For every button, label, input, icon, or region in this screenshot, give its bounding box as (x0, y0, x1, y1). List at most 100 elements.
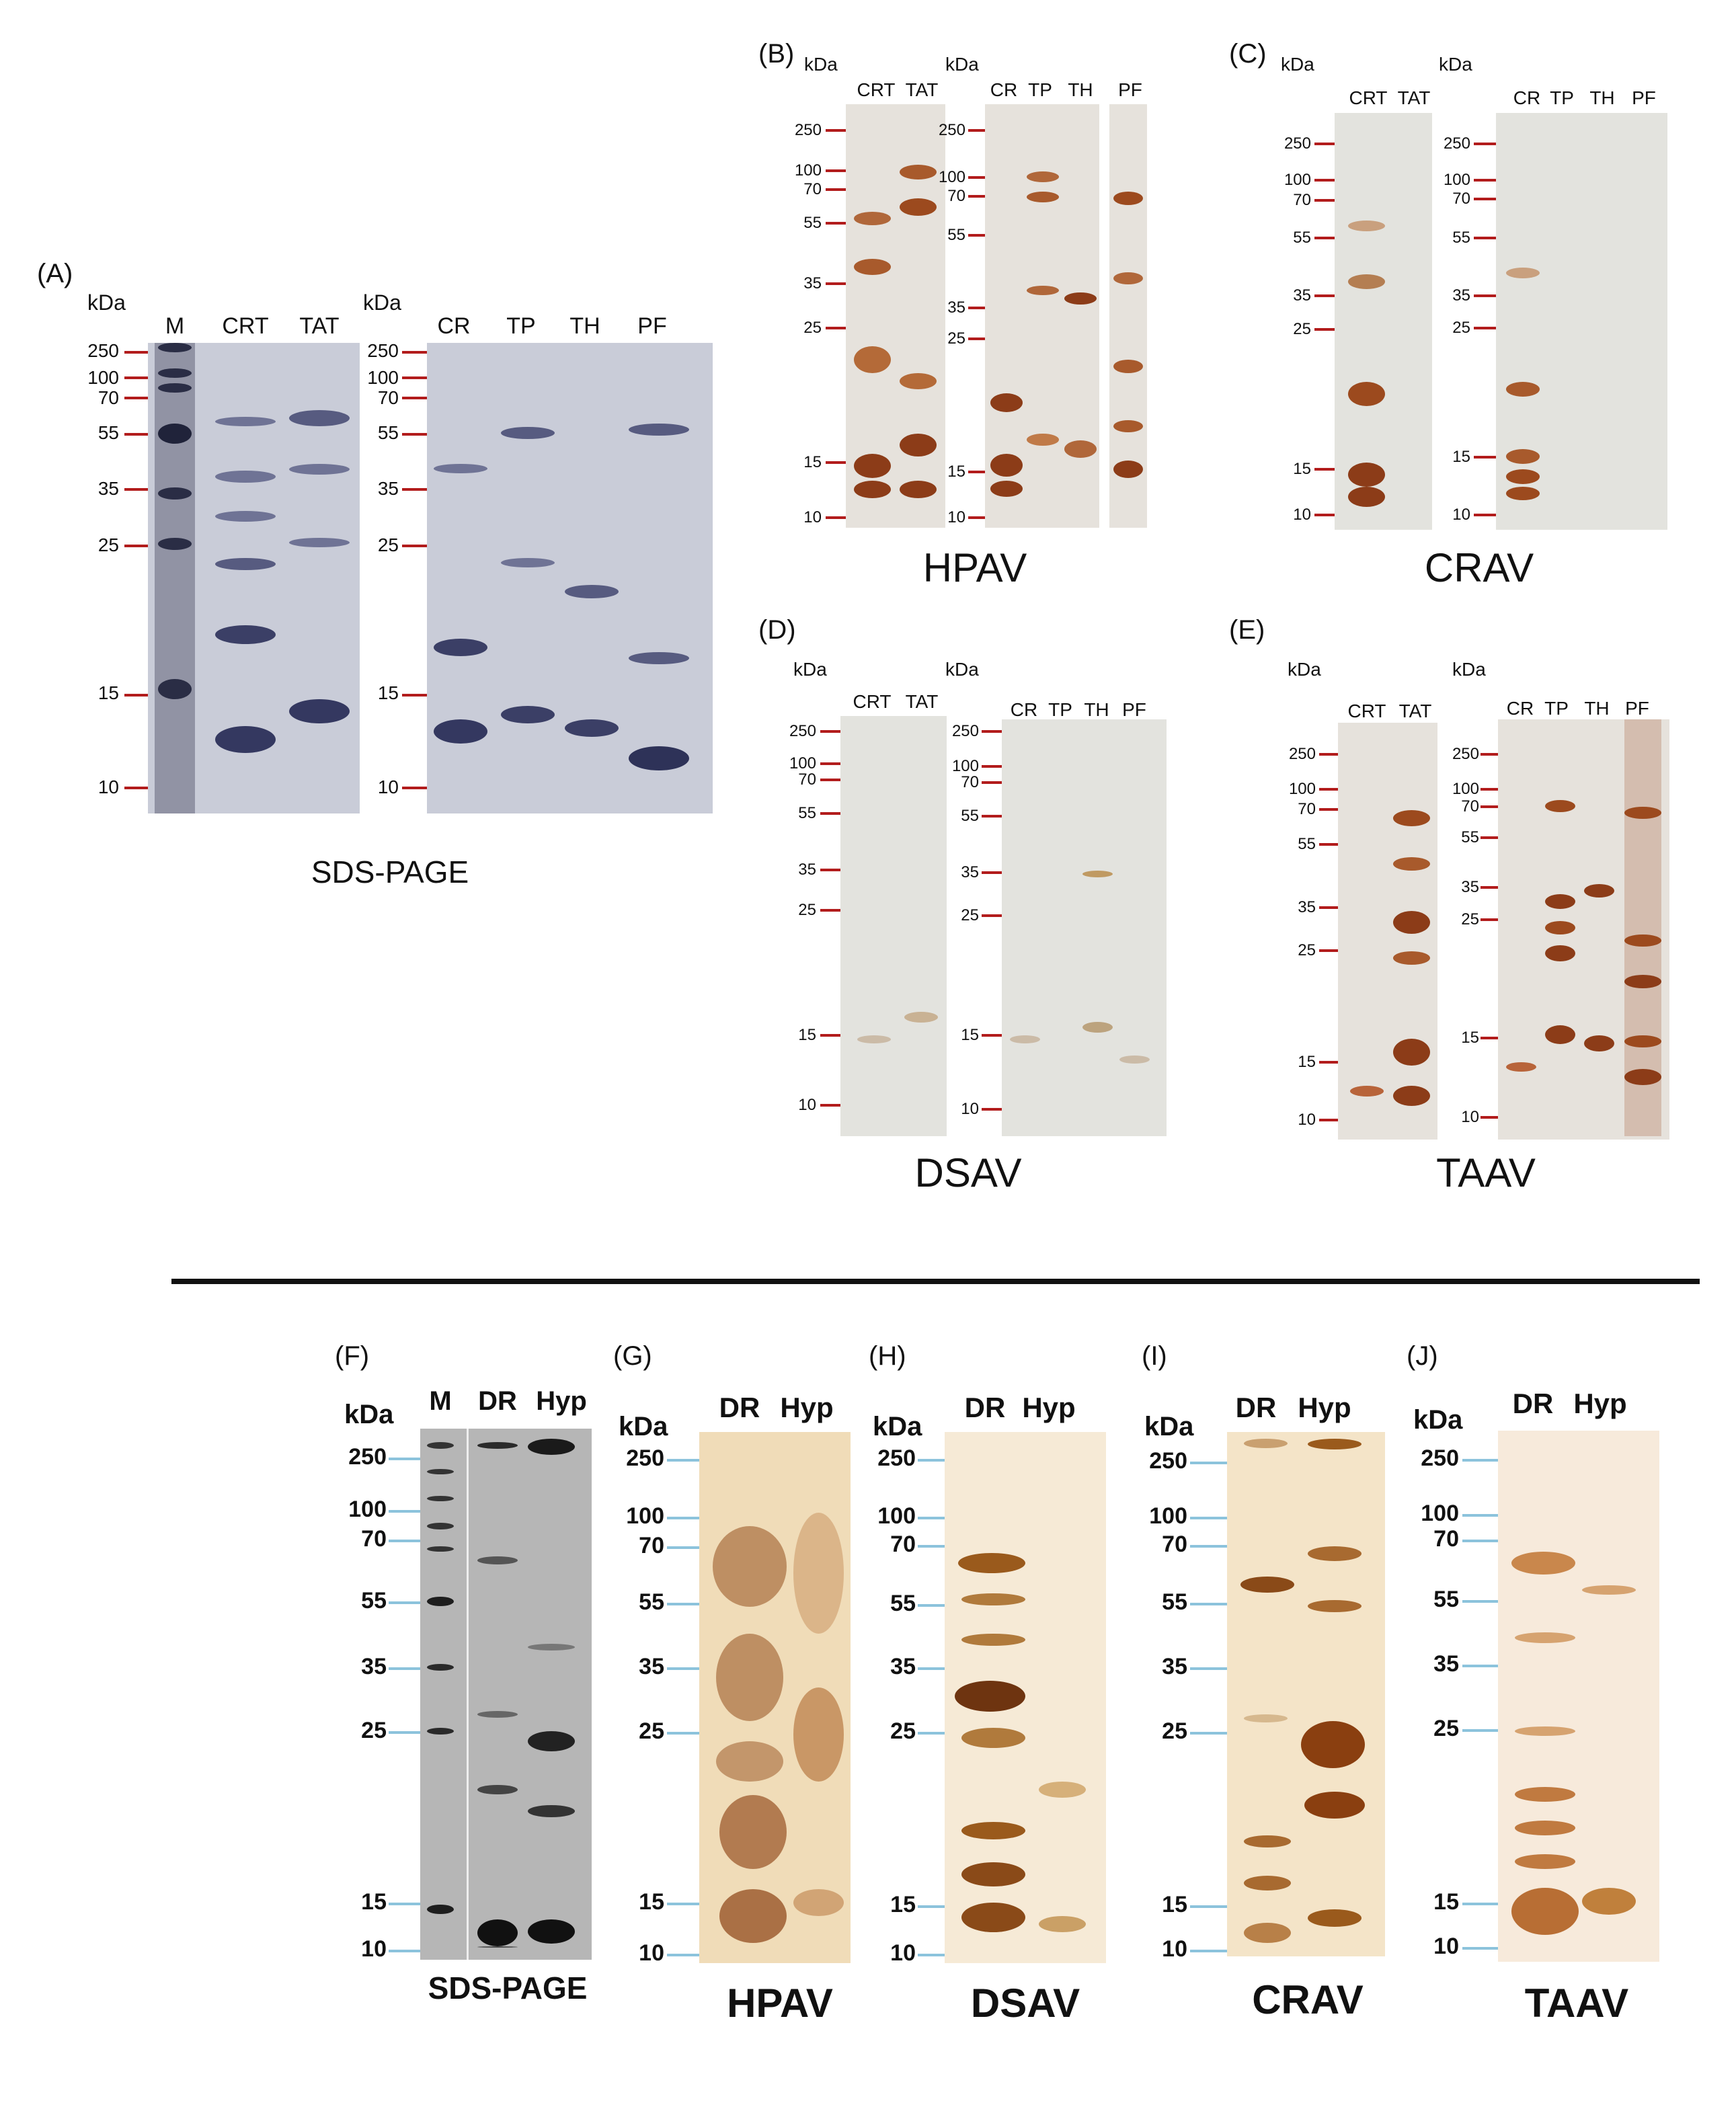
marker-tick (1319, 753, 1338, 756)
marker-label: 100 (877, 1503, 916, 1529)
marker-label: 250 (1421, 1445, 1459, 1471)
marker-tick (1481, 1037, 1498, 1039)
marker-tick (389, 1731, 420, 1734)
marker-tick (918, 1732, 945, 1735)
marker-tick (1474, 514, 1496, 516)
marker-tick (402, 787, 427, 789)
lane-label: M (165, 313, 185, 339)
marker-label: 35 (97, 478, 119, 499)
marker-tick (124, 787, 148, 789)
marker-tick (667, 1517, 699, 1519)
marker-label: 25 (377, 534, 399, 555)
marker-label: 100 (794, 161, 822, 180)
marker-label: 10 (377, 777, 399, 797)
panel-j-kda: kDa (1413, 1405, 1463, 1435)
marker-tick (402, 545, 427, 547)
marker-tick (389, 1601, 420, 1604)
panel-d-caption: DSAV (914, 1150, 1022, 1195)
marker-label: 55 (1162, 1589, 1187, 1615)
marker-tick (1314, 514, 1335, 516)
marker-label: 10 (1461, 1108, 1479, 1126)
marker-label: 10 (890, 1940, 916, 1966)
marker-label: 15 (1298, 1053, 1316, 1071)
marker-tick (1481, 918, 1498, 921)
marker-label: 70 (1452, 190, 1470, 208)
marker-tick (667, 1954, 699, 1956)
marker-label: 10 (947, 508, 965, 526)
lane-label: CRT (857, 79, 896, 100)
lane-label: CR (1506, 698, 1534, 719)
marker-label: 100 (1284, 171, 1311, 189)
lane-label: PF (637, 313, 667, 339)
panel-h-kda: kDa (873, 1412, 922, 1441)
marker-tick (826, 129, 846, 132)
lane-label: TAT (1397, 87, 1431, 108)
panel-d-kda-left: kDa (793, 659, 827, 680)
gel-f (420, 1429, 592, 1960)
lane-label: TH (1068, 79, 1093, 100)
lane-label: TAT (905, 691, 939, 712)
marker-tick (820, 779, 840, 781)
marker-label: 15 (961, 1026, 979, 1044)
gel-i (1227, 1432, 1385, 1956)
marker-label: 35 (961, 863, 979, 881)
marker-tick (982, 1108, 1002, 1111)
marker-label: 100 (1452, 780, 1479, 798)
lane-label: M (429, 1386, 452, 1416)
marker-tick (982, 914, 1002, 917)
marker-tick (1462, 1903, 1498, 1905)
marker-label: 55 (890, 1591, 916, 1616)
marker-tick (826, 222, 846, 225)
gel-e-left (1338, 723, 1437, 1140)
marker-tick (124, 488, 148, 491)
lane-label: TP (1028, 79, 1052, 100)
marker-label: 70 (803, 180, 822, 198)
marker-tick (820, 1104, 840, 1107)
marker-tick (124, 545, 148, 547)
lane-label: TP (506, 313, 536, 339)
lane-label: CRT (222, 313, 269, 339)
panel-c-label: (C) (1229, 39, 1267, 69)
lane-label: PF (1118, 79, 1142, 100)
marker-label: 35 (890, 1654, 916, 1679)
marker-label: 250 (938, 121, 965, 139)
marker-label: 250 (1288, 745, 1316, 763)
marker-tick (826, 169, 846, 172)
marker-label: 15 (639, 1889, 664, 1915)
marker-tick (968, 471, 985, 473)
marker-tick (1474, 198, 1496, 200)
marker-tick (982, 1034, 1002, 1037)
marker-label: 10 (1298, 1111, 1316, 1129)
gel-b-pf (1109, 104, 1147, 528)
marker-label: 10 (361, 1936, 387, 1962)
marker-label: 10 (1293, 506, 1311, 524)
marker-tick (1462, 1514, 1498, 1517)
lane-label: Hyp (1298, 1392, 1351, 1423)
marker-label: 55 (1461, 828, 1479, 846)
lane-label: CRT (1349, 87, 1388, 108)
gel-j (1498, 1431, 1659, 1962)
lane-label: PF (1122, 699, 1146, 720)
marker-tick (1190, 1950, 1227, 1952)
marker-tick (968, 195, 985, 198)
lane-label: DR (478, 1386, 517, 1416)
marker-label: 15 (97, 682, 119, 703)
marker-tick (1314, 237, 1335, 239)
marker-label: 15 (1461, 1029, 1479, 1047)
marker-tick (982, 871, 1002, 874)
marker-tick (968, 234, 985, 237)
marker-label: 250 (348, 1444, 387, 1470)
panel-a-caption: SDS-PAGE (311, 854, 469, 889)
gel-a-left (148, 343, 360, 813)
panel-e-caption: TAAV (1436, 1150, 1536, 1195)
marker-label: 70 (1293, 191, 1311, 209)
marker-tick (667, 1603, 699, 1605)
lane-label: CR (1010, 699, 1038, 720)
marker-label: 250 (794, 121, 822, 139)
marker-tick (667, 1903, 699, 1905)
marker-tick (1474, 294, 1496, 297)
marker-tick (1319, 1061, 1338, 1064)
marker-tick (968, 129, 985, 132)
marker-tick (1314, 143, 1335, 145)
marker-label: 70 (1433, 1526, 1459, 1552)
